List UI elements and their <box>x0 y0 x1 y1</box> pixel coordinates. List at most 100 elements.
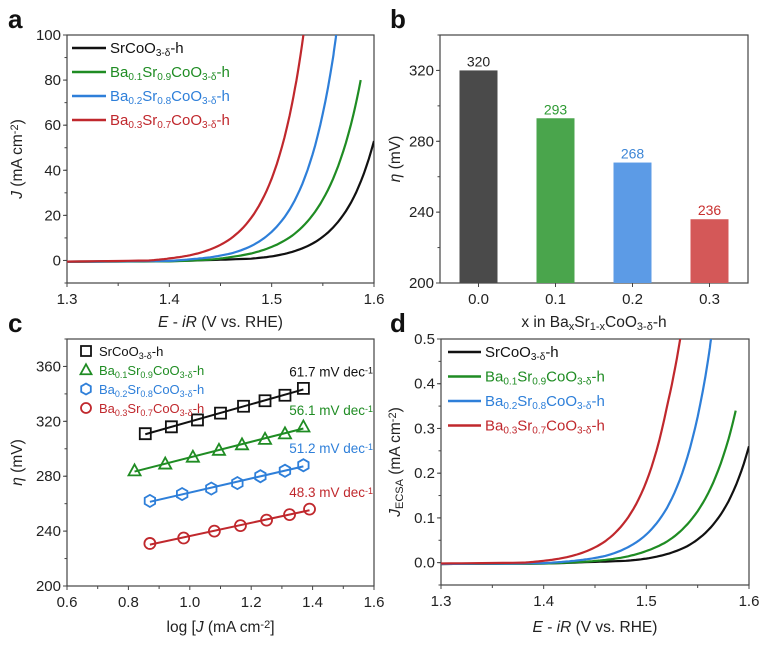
data-point-triangle <box>126 462 143 477</box>
x-tick-label: 1.6 <box>739 593 760 610</box>
x-tick-label: 1.4 <box>302 594 323 611</box>
series-line-3 <box>67 35 338 263</box>
x-tick-label: 1.6 <box>364 291 385 308</box>
tafel-slope-label: 61.7 mV dec-1 <box>289 364 373 379</box>
bar-0.2 <box>613 162 652 283</box>
data-point-hexagon <box>231 475 244 491</box>
bar-0.1 <box>536 118 575 283</box>
fit-line-4 <box>149 509 310 546</box>
data-point-square <box>164 420 178 434</box>
x-tick-label: 0.0 <box>468 291 489 308</box>
x-tick-label: 1.4 <box>533 593 554 610</box>
data-point-hexagon <box>297 458 310 473</box>
data-point-square <box>138 427 152 441</box>
data-point-hexagon <box>143 493 156 509</box>
legend-label: Ba0.3Sr0.7CoO3-δ-h <box>485 418 605 437</box>
plot-frame-b <box>439 34 749 284</box>
x-tick-label: 1.5 <box>261 291 282 308</box>
y-tick-label: 320 <box>409 62 434 79</box>
legend-label: SrCoO3-δ-h <box>485 344 559 363</box>
data-point-triangle <box>211 441 227 456</box>
data-point-circle <box>207 524 221 538</box>
fit-line-2 <box>134 427 304 473</box>
series-line-3 <box>441 339 713 566</box>
y-axis-label: η (mV) <box>9 439 26 486</box>
data-point-hexagon <box>176 486 189 502</box>
data-point-circle <box>283 508 296 521</box>
y-axis-label: J (mA cm-2) <box>9 119 26 200</box>
legend-label: Ba0.3Sr0.7CoO3-δ-h <box>99 401 204 418</box>
panel-c-tafel-plot: 0.6 0.8 1.0 1.2 1.4 1.6 200 240 280 320 360 log [J … <box>8 308 384 636</box>
panel-b-overpotential-bar-chart: 200 240 280 320 320 0.0 293 0.1 268 0.2 236 0.3 x in… <box>387 4 749 333</box>
legend-marker-square <box>80 345 92 357</box>
y-tick-label: 80 <box>44 72 61 89</box>
y-tick-label: 240 <box>36 523 61 540</box>
legend-marker-triangle <box>78 362 94 376</box>
y-tick-label: 20 <box>44 207 61 224</box>
data-point-circle <box>234 519 247 532</box>
data-point-triangle <box>277 425 293 440</box>
data-point-triangle <box>234 436 250 451</box>
x-tick-label: 0.8 <box>118 594 139 611</box>
legend-label: Ba0.1Sr0.9CoO3-δ-h <box>99 363 204 380</box>
y-tick-label: 0.1 <box>414 510 435 527</box>
tafel-slope-label: 51.2 mV dec-1 <box>289 441 373 456</box>
y-tick-label: 60 <box>44 117 61 134</box>
y-tick-label: 0.0 <box>414 555 435 572</box>
x-tick-label: 1.3 <box>57 291 78 308</box>
data-point-hexagon <box>278 463 292 478</box>
bar-0.3 <box>690 219 729 283</box>
y-tick-label: 320 <box>36 413 61 430</box>
x-tick-label: 1.0 <box>179 594 200 611</box>
y-tick-label: 0.4 <box>414 376 435 393</box>
bar-value-label: 268 <box>621 146 645 162</box>
series-line-4 <box>441 339 682 565</box>
data-point-circle <box>143 537 157 550</box>
legend-label: Ba0.2Sr0.8CoO3-δ-h <box>99 382 204 399</box>
x-tick-label: 0.3 <box>699 291 720 308</box>
y-tick-label: 280 <box>409 133 434 150</box>
data-point-square <box>214 406 227 420</box>
y-tick-label: 280 <box>36 468 61 485</box>
data-point-square <box>278 388 292 402</box>
fit-line-3 <box>149 465 304 503</box>
panel-letter: c <box>8 308 22 338</box>
legend-label: SrCoO3-δ-h <box>99 344 163 361</box>
x-axis-label: x in BaxSr1-xCoO3-δ-h <box>521 314 666 333</box>
y-tick-label: 200 <box>409 275 434 292</box>
y-tick-label: 0.2 <box>414 465 435 482</box>
data-point-triangle <box>157 455 173 470</box>
y-axis-label: η (mV) <box>387 136 404 183</box>
y-tick-label: 360 <box>36 358 61 375</box>
x-tick-label: 0.6 <box>57 594 78 611</box>
series-line-2 <box>441 410 737 566</box>
y-tick-label: 100 <box>36 27 61 44</box>
x-tick-label: 1.4 <box>159 291 180 308</box>
data-point-circle <box>303 502 316 516</box>
x-tick-label: 1.2 <box>241 594 262 611</box>
tafel-slope-label: 56.1 mV dec-1 <box>289 403 373 418</box>
panel-a-lsv-chart: 1.3 1.4 1.5 1.6 0 20 40 60 80 100 E - iR (V vs. RH… <box>8 4 384 331</box>
data-point-triangle <box>185 448 201 463</box>
legend-label: SrCoO3-δ-h <box>110 40 184 59</box>
bar-value-label: 236 <box>698 202 722 218</box>
series-line-1 <box>67 140 374 263</box>
y-tick-label: 200 <box>36 578 61 595</box>
data-point-hexagon <box>254 469 267 484</box>
data-point-triangle <box>295 418 311 433</box>
legend-marker-circle <box>80 402 92 414</box>
legend-label: Ba0.2Sr0.8CoO3-δ-h <box>110 88 230 107</box>
panel-d-ecsa-normalized-lsv-chart: 1.3 1.4 1.5 1.6 0.0 0.1 0.2 0.3 0.4 0.5 E - iR (V … <box>387 308 760 636</box>
data-point-square <box>296 382 310 395</box>
x-tick-label: 1.6 <box>364 594 385 611</box>
x-tick-label: 0.2 <box>622 291 643 308</box>
y-tick-label: 240 <box>409 204 434 221</box>
x-axis-label: log [J (mA cm-2] <box>167 619 275 636</box>
data-point-square <box>191 413 204 427</box>
y-tick-label: 0.3 <box>414 420 435 437</box>
y-tick-label: 0 <box>53 252 61 269</box>
panel-letter: a <box>8 4 23 34</box>
series-line-2 <box>67 79 362 263</box>
x-tick-label: 0.1 <box>545 291 566 308</box>
